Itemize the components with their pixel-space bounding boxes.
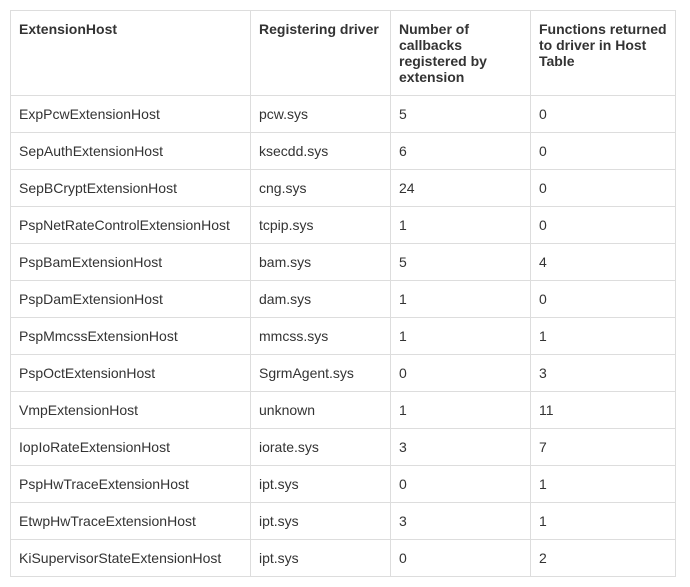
cell-driver: iorate.sys [251, 429, 391, 466]
cell-functions: 1 [531, 318, 676, 355]
cell-extensionhost: PspHwTraceExtensionHost [11, 466, 251, 503]
cell-callbacks: 1 [391, 318, 531, 355]
table-row: PspDamExtensionHost dam.sys 1 0 [11, 281, 676, 318]
cell-driver: cng.sys [251, 170, 391, 207]
column-header-callbacks: Number of callbacks registered by extens… [391, 11, 531, 96]
cell-driver: ipt.sys [251, 503, 391, 540]
cell-functions: 7 [531, 429, 676, 466]
cell-extensionhost: SepAuthExtensionHost [11, 133, 251, 170]
cell-callbacks: 0 [391, 540, 531, 577]
cell-callbacks: 24 [391, 170, 531, 207]
table-row: VmpExtensionHost unknown 1 11 [11, 392, 676, 429]
table-row: ExpPcwExtensionHost pcw.sys 5 0 [11, 96, 676, 133]
cell-callbacks: 3 [391, 429, 531, 466]
cell-driver: dam.sys [251, 281, 391, 318]
table-row: SepBCryptExtensionHost cng.sys 24 0 [11, 170, 676, 207]
cell-callbacks: 1 [391, 281, 531, 318]
cell-callbacks: 5 [391, 244, 531, 281]
extension-host-table: ExtensionHost Registering driver Number … [10, 10, 676, 577]
cell-driver: pcw.sys [251, 96, 391, 133]
cell-callbacks: 1 [391, 207, 531, 244]
table-row: PspMmcssExtensionHost mmcss.sys 1 1 [11, 318, 676, 355]
cell-extensionhost: SepBCryptExtensionHost [11, 170, 251, 207]
cell-extensionhost: VmpExtensionHost [11, 392, 251, 429]
cell-callbacks: 3 [391, 503, 531, 540]
cell-functions: 1 [531, 503, 676, 540]
cell-functions: 0 [531, 133, 676, 170]
table-row: PspOctExtensionHost SgrmAgent.sys 0 3 [11, 355, 676, 392]
cell-extensionhost: ExpPcwExtensionHost [11, 96, 251, 133]
cell-driver: ipt.sys [251, 540, 391, 577]
cell-callbacks: 1 [391, 392, 531, 429]
cell-driver: bam.sys [251, 244, 391, 281]
column-header-functions: Functions returned to driver in Host Tab… [531, 11, 676, 96]
cell-callbacks: 0 [391, 355, 531, 392]
cell-callbacks: 5 [391, 96, 531, 133]
cell-driver: mmcss.sys [251, 318, 391, 355]
cell-functions: 0 [531, 281, 676, 318]
cell-extensionhost: PspDamExtensionHost [11, 281, 251, 318]
cell-functions: 3 [531, 355, 676, 392]
cell-driver: tcpip.sys [251, 207, 391, 244]
cell-driver: ipt.sys [251, 466, 391, 503]
table-row: KiSupervisorStateExtensionHost ipt.sys 0… [11, 540, 676, 577]
cell-functions: 0 [531, 207, 676, 244]
cell-extensionhost: KiSupervisorStateExtensionHost [11, 540, 251, 577]
cell-functions: 4 [531, 244, 676, 281]
cell-functions: 1 [531, 466, 676, 503]
cell-callbacks: 6 [391, 133, 531, 170]
table-row: IopIoRateExtensionHost iorate.sys 3 7 [11, 429, 676, 466]
cell-callbacks: 0 [391, 466, 531, 503]
cell-driver: ksecdd.sys [251, 133, 391, 170]
cell-functions: 0 [531, 96, 676, 133]
column-header-registering-driver: Registering driver [251, 11, 391, 96]
cell-functions: 0 [531, 170, 676, 207]
cell-extensionhost: PspNetRateControlExtensionHost [11, 207, 251, 244]
cell-functions: 2 [531, 540, 676, 577]
table-row: EtwpHwTraceExtensionHost ipt.sys 3 1 [11, 503, 676, 540]
table-row: PspBamExtensionHost bam.sys 5 4 [11, 244, 676, 281]
cell-extensionhost: IopIoRateExtensionHost [11, 429, 251, 466]
table-body: ExpPcwExtensionHost pcw.sys 5 0 SepAuthE… [11, 96, 676, 577]
cell-driver: SgrmAgent.sys [251, 355, 391, 392]
cell-extensionhost: PspOctExtensionHost [11, 355, 251, 392]
cell-driver: unknown [251, 392, 391, 429]
cell-extensionhost: PspBamExtensionHost [11, 244, 251, 281]
table-row: SepAuthExtensionHost ksecdd.sys 6 0 [11, 133, 676, 170]
table-header: ExtensionHost Registering driver Number … [11, 11, 676, 96]
table-row: PspNetRateControlExtensionHost tcpip.sys… [11, 207, 676, 244]
column-header-extensionhost: ExtensionHost [11, 11, 251, 96]
cell-extensionhost: PspMmcssExtensionHost [11, 318, 251, 355]
cell-functions: 11 [531, 392, 676, 429]
header-row: ExtensionHost Registering driver Number … [11, 11, 676, 96]
table-row: PspHwTraceExtensionHost ipt.sys 0 1 [11, 466, 676, 503]
cell-extensionhost: EtwpHwTraceExtensionHost [11, 503, 251, 540]
